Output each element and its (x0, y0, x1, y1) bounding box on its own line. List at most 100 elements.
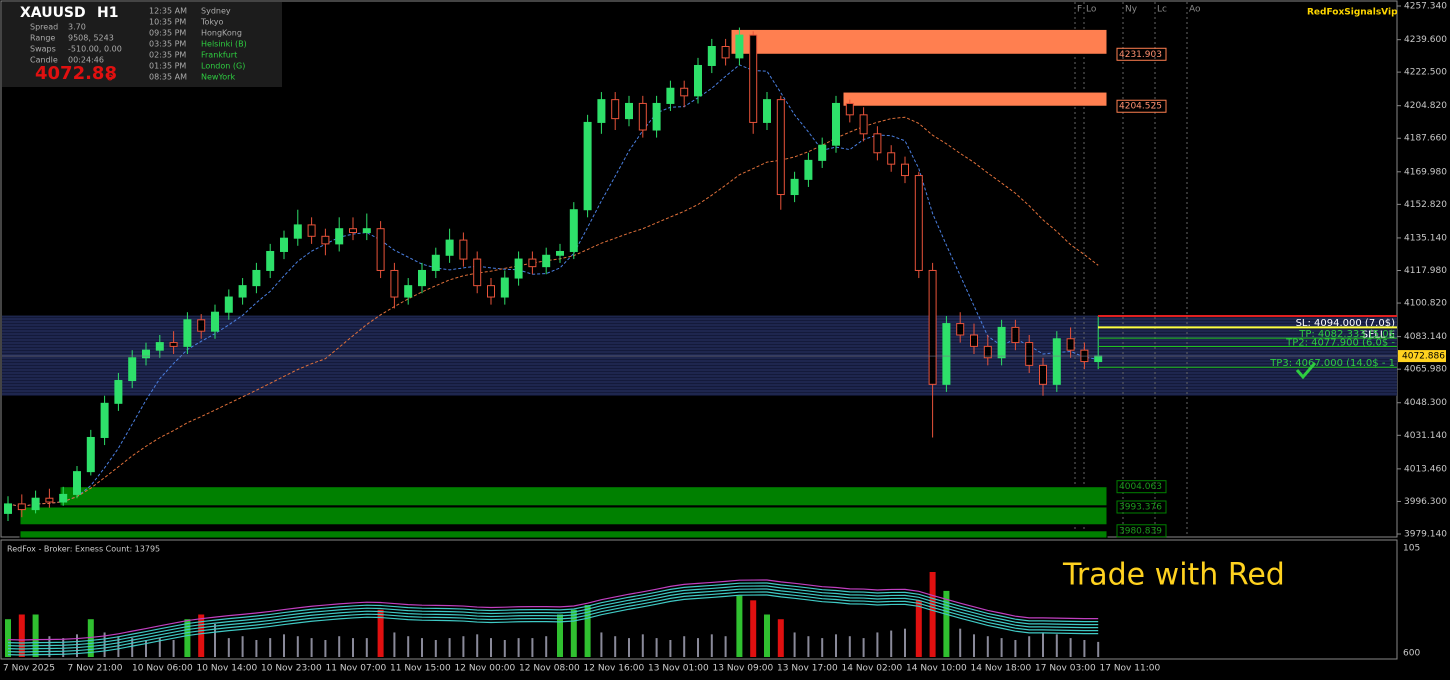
candle-body (887, 152, 896, 165)
volume-bar (876, 632, 879, 657)
volume-bar (255, 640, 258, 657)
session-marker: Ao (1189, 5, 1201, 15)
info-panel (2, 2, 282, 87)
session-city: Helsinki (B) (201, 40, 247, 49)
volume-bar (476, 634, 479, 657)
zone-label-box (1116, 500, 1167, 514)
volume-bar (227, 638, 230, 657)
volume-bar (1028, 636, 1031, 657)
zone (59, 486, 1108, 507)
candle-body (4, 503, 12, 514)
candle-body (694, 64, 702, 97)
candle-body (252, 269, 261, 287)
volume-bar (777, 619, 784, 657)
volume-bar (365, 638, 368, 657)
session-time: 08:35 AM (149, 73, 187, 82)
y-tick-label: 4152.820 (1404, 200, 1447, 210)
ribbon (7, 588, 1099, 650)
zone-label: 4231.903 (1119, 50, 1162, 60)
candle-body (431, 254, 440, 271)
candle-body (832, 102, 840, 146)
session-city: Frankfurt (201, 51, 237, 60)
volume-bar (503, 640, 506, 657)
session-marker: F (1077, 5, 1082, 15)
candle-body (321, 235, 330, 245)
indicator-top-label: 105 (1403, 544, 1420, 554)
candle-body (956, 323, 965, 336)
candle-body (611, 99, 620, 120)
session-city: Sydney (201, 7, 231, 16)
volume-bar (87, 619, 94, 657)
zone-label: 4004.063 (1119, 482, 1162, 492)
candle-body (86, 436, 95, 473)
volume-bar (172, 640, 175, 657)
y-tick-label: 3996.300 (1404, 497, 1447, 507)
volume-bar (393, 632, 396, 657)
candle-body (707, 46, 716, 66)
volume-bar (434, 640, 437, 657)
volume-bar (1014, 640, 1017, 657)
zone-label-box (1116, 524, 1167, 538)
candle-body (942, 323, 951, 385)
session-time: 02:35 PM (149, 51, 186, 60)
volume-bar (1042, 632, 1044, 657)
session-marker: Lo (1086, 5, 1097, 15)
checkmark (1295, 362, 1317, 380)
candle-body (376, 228, 385, 271)
candle-body (100, 402, 109, 438)
volume-bar (1055, 634, 1058, 657)
candle-body (528, 258, 537, 268)
volume-bar (5, 619, 11, 657)
y-tick-label: 4083.140 (1404, 332, 1447, 342)
volume-bar (198, 614, 205, 657)
current-price: 4072.886 (1402, 352, 1445, 362)
volume-bar (283, 634, 285, 657)
volume-bar (986, 636, 989, 657)
candle-body (390, 269, 399, 298)
zone-label: 3993.376 (1119, 502, 1162, 512)
ribbon (7, 585, 1099, 647)
volume-bar (943, 590, 950, 657)
volume-bar (62, 638, 65, 657)
candle-body (983, 345, 992, 359)
x-tick-label: 7 Nov 2025 (3, 664, 55, 674)
candle-body (556, 250, 564, 256)
session-city: Tokyo (200, 18, 224, 27)
x-tick-label: 10 Nov 06:00 (132, 664, 193, 674)
volume-bar (835, 634, 837, 657)
volume-bar (490, 638, 492, 657)
trade-label: TP2: 4077.900 (6.0$ - (1285, 338, 1395, 349)
session-city: London (G) (201, 62, 245, 71)
trade-label: TP3: 4067.000 (14.0$ - 1 (1269, 358, 1395, 369)
zone (19, 506, 1108, 526)
volume-bar (184, 619, 191, 657)
candle-body (280, 237, 288, 252)
moving-average (7, 116, 1099, 508)
info-value: 3.70 (68, 23, 86, 32)
candle-body (721, 46, 730, 59)
x-tick-label: 14 Nov 18:00 (971, 664, 1032, 674)
candle-body (142, 349, 150, 359)
candle-body (666, 87, 675, 104)
y-tick-label: 4013.460 (1404, 464, 1447, 474)
volume-bar (973, 634, 975, 657)
ribbon (7, 582, 1099, 644)
candle-body (224, 296, 233, 313)
candle-body (1066, 338, 1075, 351)
candle-body (500, 277, 509, 298)
volume-bar (18, 614, 25, 657)
candle-body (335, 228, 344, 245)
current-price-box (1398, 350, 1446, 363)
volume-bar (545, 636, 548, 657)
volume-bar (448, 638, 451, 657)
candle-body (1025, 342, 1034, 366)
volume-bar (1069, 638, 1072, 657)
slogan: Trade with Red (1062, 558, 1285, 593)
zone-label: 3980.839 (1119, 526, 1162, 536)
zone (19, 530, 1108, 539)
candle-body (183, 319, 192, 347)
candle-body (418, 269, 426, 287)
volume-bar (655, 638, 658, 657)
zone-label-box (1116, 480, 1167, 494)
